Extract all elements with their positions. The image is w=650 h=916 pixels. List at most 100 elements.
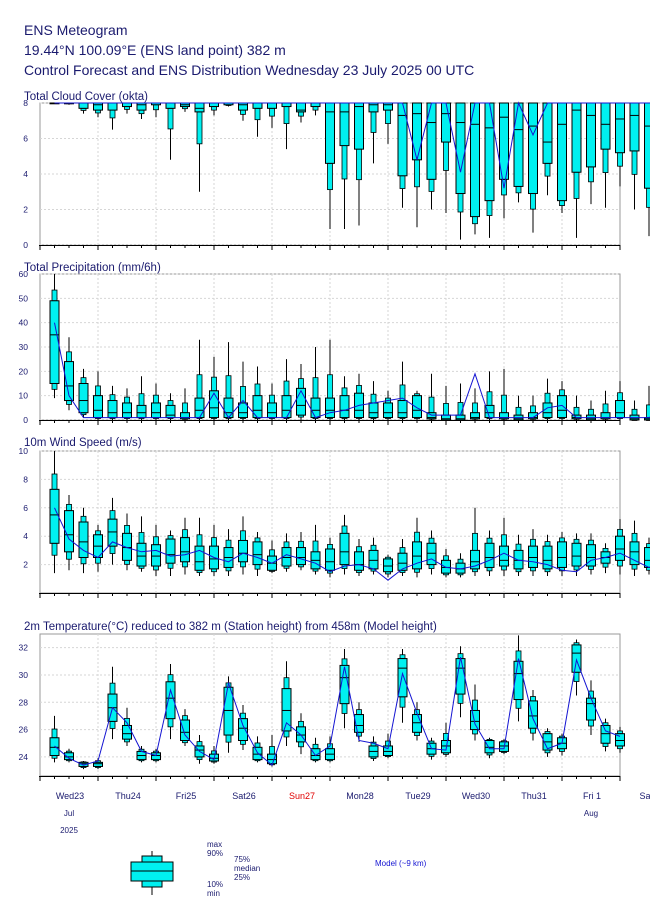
ensemble-box bbox=[412, 517, 422, 578]
box-iqr bbox=[600, 102, 611, 150]
ensemble-box bbox=[194, 102, 205, 192]
box-p90 bbox=[312, 540, 319, 553]
day-label: Wed23 bbox=[56, 791, 84, 801]
box-p90 bbox=[443, 555, 449, 561]
ensemble-box bbox=[281, 102, 292, 150]
box-iqr bbox=[64, 361, 74, 402]
box-iqr bbox=[542, 102, 553, 164]
ensemble-box bbox=[78, 368, 89, 418]
box-p90 bbox=[515, 406, 522, 416]
box-iqr bbox=[615, 102, 625, 154]
box-p10 bbox=[269, 107, 275, 117]
ensemble-box bbox=[107, 385, 118, 420]
ensemble-box bbox=[426, 530, 437, 575]
box-iqr bbox=[252, 746, 263, 761]
ensemble-box bbox=[397, 361, 408, 420]
box-iqr bbox=[339, 102, 350, 147]
box-p90 bbox=[95, 385, 101, 397]
y-tick-label: 26 bbox=[19, 725, 29, 735]
y-tick-label: 6 bbox=[23, 134, 28, 144]
ensemble-box bbox=[165, 530, 176, 576]
chart-legend: max 90% 75% median 25% 10% min Model (~9… bbox=[130, 840, 427, 898]
ensemble-box bbox=[238, 516, 248, 575]
box-iqr bbox=[528, 545, 538, 568]
box-p10 bbox=[443, 141, 449, 171]
box-p10 bbox=[544, 162, 551, 177]
box-p10 bbox=[515, 699, 522, 709]
legend-p10-box bbox=[141, 880, 163, 888]
day-label: Tue29 bbox=[405, 791, 430, 801]
box-p10 bbox=[399, 175, 406, 189]
ensemble-box bbox=[397, 102, 408, 208]
box-p10 bbox=[486, 200, 493, 216]
ensemble-box bbox=[542, 534, 553, 576]
y-tick-label: 10 bbox=[19, 446, 29, 456]
box-p10 bbox=[530, 727, 536, 734]
y-tick-label: 32 bbox=[19, 643, 29, 653]
ensemble-box bbox=[513, 395, 524, 421]
ensemble-box bbox=[586, 533, 596, 575]
box-iqr bbox=[528, 700, 538, 729]
ensemble-box bbox=[136, 745, 147, 763]
box-p10 bbox=[211, 106, 217, 111]
ensemble-box bbox=[426, 102, 437, 210]
ensemble-box bbox=[397, 649, 408, 723]
panel-title: Total Precipitation (mm/6h) bbox=[24, 262, 161, 274]
box-p90 bbox=[182, 715, 188, 721]
ensemble-box bbox=[238, 102, 248, 121]
box-p10 bbox=[530, 567, 536, 572]
ensemble-box bbox=[571, 102, 582, 238]
ensemble-box bbox=[93, 102, 103, 118]
box-p10 bbox=[370, 111, 377, 133]
box-iqr bbox=[296, 547, 306, 566]
legend-model-label: Model (~9 km) bbox=[375, 859, 427, 868]
box-p90 bbox=[486, 537, 493, 544]
ensemble-box bbox=[223, 342, 234, 420]
box-p10 bbox=[153, 104, 159, 111]
box-iqr bbox=[339, 532, 350, 566]
ensemble-box bbox=[223, 676, 234, 753]
box-p10 bbox=[80, 557, 87, 565]
ensemble-box bbox=[64, 337, 74, 411]
ensemble-box bbox=[64, 748, 74, 763]
y-tick-label: 30 bbox=[19, 670, 29, 680]
legend-p90-label: 90% bbox=[207, 849, 223, 858]
box-p90 bbox=[356, 385, 362, 394]
ensemble-box bbox=[194, 517, 205, 576]
box-iqr bbox=[412, 395, 422, 419]
panel-4: 24 26 28 30 32 2m Temperature(°C) reduced to … bbox=[19, 621, 625, 781]
box-p10 bbox=[124, 559, 130, 565]
box-iqr bbox=[383, 745, 393, 757]
box-p10 bbox=[617, 559, 623, 567]
box-iqr bbox=[600, 412, 611, 420]
box-iqr bbox=[586, 102, 596, 168]
legend-median-label: median bbox=[234, 864, 260, 873]
box-p90 bbox=[646, 543, 650, 548]
box-p10 bbox=[559, 200, 565, 206]
ensemble-box bbox=[397, 539, 408, 576]
box-iqr bbox=[354, 714, 364, 733]
box-p10 bbox=[385, 109, 391, 124]
ensemble-box bbox=[49, 715, 60, 763]
ensemble-box bbox=[238, 361, 248, 420]
box-iqr bbox=[615, 400, 625, 419]
ensemble-box bbox=[93, 371, 103, 420]
box-iqr bbox=[586, 544, 596, 567]
box-p10 bbox=[602, 562, 609, 568]
box-iqr bbox=[310, 748, 321, 761]
box-iqr bbox=[586, 697, 596, 721]
box-p90 bbox=[66, 351, 72, 363]
box-p10 bbox=[254, 564, 261, 570]
box-iqr bbox=[267, 102, 277, 109]
box-iqr bbox=[136, 404, 147, 419]
y-tick-label: 40 bbox=[19, 318, 29, 328]
box-p90 bbox=[341, 525, 348, 534]
ensemble-box bbox=[325, 736, 335, 763]
y-tick-label: 8 bbox=[23, 474, 28, 484]
box-iqr bbox=[368, 402, 379, 419]
box-p90 bbox=[559, 537, 565, 543]
box-p10 bbox=[66, 400, 72, 405]
box-iqr bbox=[165, 102, 176, 109]
